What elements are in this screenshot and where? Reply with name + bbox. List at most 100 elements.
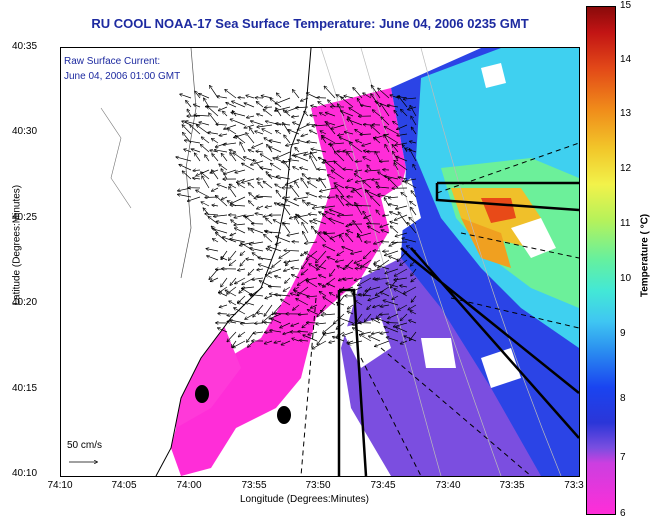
current-vector (224, 169, 237, 174)
current-vector (272, 259, 282, 267)
current-vector (385, 268, 399, 273)
current-vector (250, 248, 264, 252)
current-vector (302, 259, 309, 269)
current-vector (363, 157, 372, 162)
current-vector (271, 164, 282, 171)
current-label: Raw Surface Current: (64, 56, 161, 67)
current-vector (280, 322, 291, 328)
current-vector (390, 222, 399, 225)
current-vector (201, 145, 210, 153)
current-vector (356, 140, 363, 144)
current-vector (302, 223, 309, 234)
current-vector (398, 212, 408, 225)
current-vector (262, 129, 273, 135)
current-vector (365, 170, 381, 171)
current-vector (291, 293, 300, 297)
current-vector (316, 323, 327, 324)
current-vector (230, 259, 237, 265)
current-vector (238, 302, 246, 306)
current-vector (343, 331, 354, 336)
current-vector (304, 112, 309, 117)
current-vector (282, 204, 291, 216)
current-vector (409, 320, 417, 324)
x-tick-label: 73:3 (564, 480, 584, 491)
current-vector (266, 275, 273, 279)
current-vector (283, 197, 291, 198)
current-vector (287, 232, 300, 236)
current-vector (182, 171, 192, 180)
current-vector (255, 213, 264, 215)
current-vector (277, 151, 291, 158)
current-vector (307, 93, 318, 99)
current-vector (374, 138, 381, 144)
current-vector (257, 196, 273, 197)
current-vector (229, 184, 237, 189)
current-vector (389, 256, 399, 261)
current-vector (392, 242, 408, 243)
current-vector (275, 184, 282, 189)
current-vector (348, 304, 354, 309)
current-vector (368, 226, 381, 234)
current-vector (263, 181, 273, 189)
current-vector (184, 149, 192, 153)
current-vector (185, 140, 201, 144)
current-vector (330, 268, 336, 276)
current-vector (290, 186, 300, 198)
current-vector (308, 331, 318, 335)
x-tick-label: 74:05 (111, 480, 137, 491)
current-vector (388, 178, 399, 189)
current-vector (324, 86, 336, 99)
x-tick-label: 73:40 (435, 480, 461, 491)
current-vector (347, 230, 354, 234)
current-vector (283, 331, 291, 334)
current-vector (201, 202, 210, 207)
current-vector (248, 150, 255, 152)
current-vector (338, 215, 354, 216)
current-vector (213, 239, 219, 243)
current-vector (375, 340, 390, 346)
current-vector (316, 265, 327, 270)
temperature-colorbar (586, 6, 616, 515)
current-vector (358, 234, 363, 243)
current-vector (355, 268, 363, 269)
current-vector (319, 275, 327, 279)
current-vector (217, 96, 228, 98)
current-vector (298, 124, 309, 130)
current-vector (283, 110, 291, 117)
current-vector (323, 322, 336, 333)
current-vector (284, 269, 291, 271)
current-time-label: June 04, 2006 01:00 GMT (64, 71, 181, 82)
current-vector (249, 193, 255, 198)
current-vector (374, 265, 390, 270)
current-vector (216, 124, 228, 125)
current-vector (401, 110, 408, 117)
current-vector (213, 229, 228, 234)
transect-line (300, 142, 579, 476)
current-vector (395, 142, 408, 145)
current-vector (195, 91, 201, 99)
current-vector (355, 174, 363, 180)
current-vector (269, 147, 282, 153)
current-vector (276, 236, 291, 243)
current-vector (308, 310, 318, 315)
current-vector (310, 130, 318, 135)
current-vector (331, 124, 345, 129)
current-vector (294, 286, 300, 290)
current-vector (292, 338, 300, 342)
current-vector (300, 340, 309, 341)
current-vector (402, 238, 417, 243)
current-vector (411, 191, 417, 198)
current-vector (391, 226, 399, 234)
current-vector (257, 124, 273, 127)
current-vector (319, 284, 327, 288)
current-vector (363, 181, 372, 189)
current-vector (411, 277, 417, 282)
current-vector (217, 184, 228, 189)
current-vector (294, 156, 309, 162)
current-vector (371, 196, 381, 207)
current-vector (401, 313, 408, 320)
current-vector (233, 153, 246, 162)
current-vector (368, 295, 381, 300)
current-vector (238, 98, 246, 99)
current-vector (386, 283, 399, 288)
